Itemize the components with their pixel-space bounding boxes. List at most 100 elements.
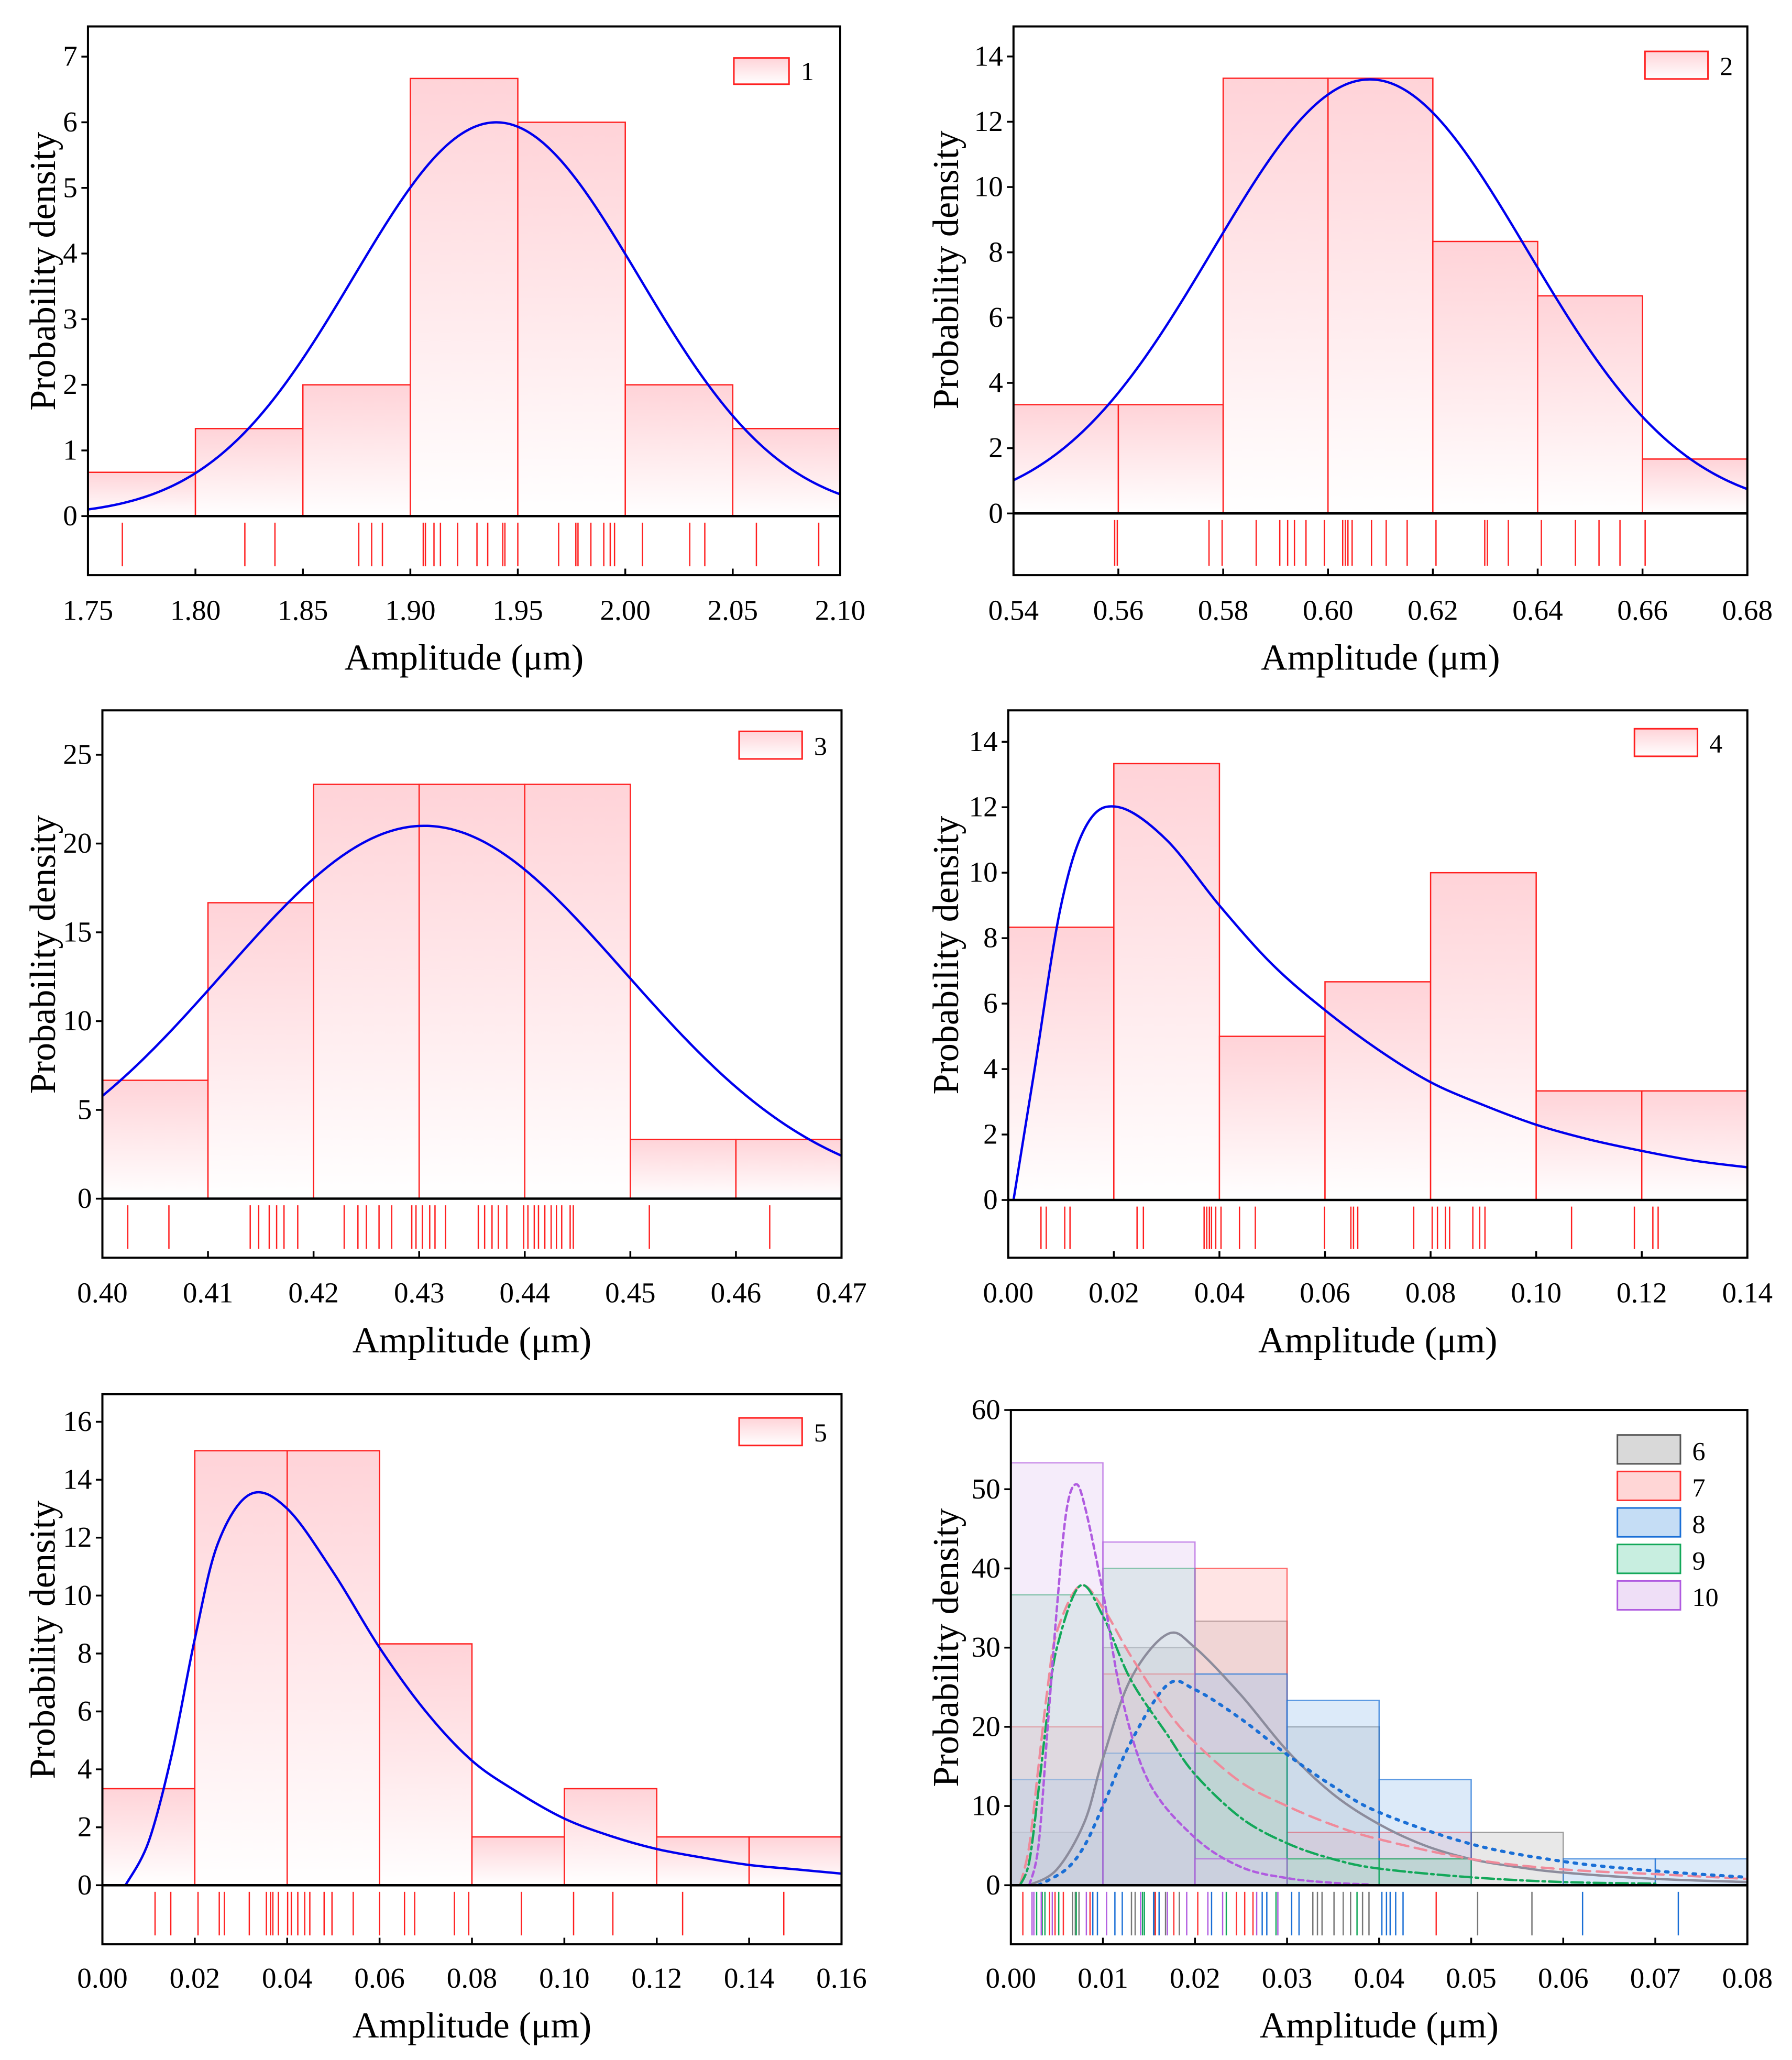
- legend-label: 7: [1692, 1473, 1706, 1502]
- plot-frame: [101, 709, 843, 1259]
- y-tick-label: 6: [78, 1695, 92, 1727]
- histogram-bar: [194, 428, 304, 516]
- histogram-bar: [379, 1643, 473, 1886]
- x-tick-label: 1.85: [278, 594, 328, 626]
- x-tick-label: 0.12: [1617, 1277, 1667, 1309]
- legend-label: 3: [814, 731, 827, 761]
- histogram-bar: [624, 384, 734, 516]
- plot-area: [1010, 1462, 1747, 1886]
- fit-curve-6: [1028, 1631, 1747, 1886]
- histogram-bar: [517, 122, 626, 516]
- y-tick-label: 30: [972, 1631, 1001, 1663]
- y-axis-label: Probability density: [23, 1501, 63, 1779]
- y-axis-label: Probability density: [926, 816, 966, 1095]
- legend-swatch: [1617, 1434, 1681, 1465]
- y-tick-label: 40: [972, 1552, 1001, 1584]
- histogram-bar: [748, 1836, 842, 1886]
- legend-label: 8: [1692, 1510, 1706, 1539]
- panel-6: 0 10 20 30 40 50 60 0.00 0.01 0.02 0.03 0.04 0.05 0.0…: [926, 1394, 1773, 2046]
- x-tick-label: 0.06: [354, 1962, 404, 1994]
- y-tick-label: 12: [969, 791, 998, 823]
- histogram-bar: [1641, 1090, 1747, 1200]
- x-tick-label: 0.08: [1405, 1277, 1456, 1309]
- y-tick-label: 2: [63, 368, 78, 400]
- x-tick-label: 0.47: [816, 1277, 866, 1309]
- fit-curve-4: [1012, 805, 1747, 1200]
- y-tick-label: 20: [972, 1710, 1001, 1742]
- fit-curve-7: [1019, 1584, 1747, 1886]
- legend-label: 4: [1709, 729, 1722, 758]
- x-tick-label: 0.07: [1630, 1962, 1680, 1994]
- y-tick-label: 4: [988, 367, 1003, 399]
- plot-frame: [1012, 25, 1749, 577]
- x-tick-label: 0.54: [988, 594, 1039, 626]
- x-tick-label: 0.62: [1408, 594, 1458, 626]
- x-axis-label: Amplitude (μm): [1258, 1320, 1498, 1361]
- x-tick-label: 0.01: [1078, 1962, 1128, 1994]
- x-tick-label: 0.16: [816, 1962, 866, 1994]
- histogram-bar: [418, 784, 526, 1199]
- x-tick-label: 0.64: [1512, 594, 1563, 626]
- x-tick-label: 0.12: [632, 1962, 682, 1994]
- y-tick-label: 14: [63, 1463, 92, 1495]
- legend-swatch: [733, 57, 790, 85]
- x-tick-label: 0.40: [77, 1277, 127, 1309]
- x-tick-label: 0.60: [1303, 594, 1353, 626]
- legend: 3: [738, 730, 827, 761]
- legend-label: 9: [1692, 1546, 1706, 1575]
- x-tick-label: 1.75: [63, 594, 113, 626]
- x-axis-label: Amplitude (μm): [345, 637, 584, 678]
- x-tick-label: 0.03: [1262, 1962, 1312, 1994]
- y-tick-label: 4: [983, 1053, 998, 1085]
- y-tick-label: 20: [63, 827, 92, 859]
- x-tick-label: 0.68: [1722, 594, 1773, 626]
- legend-swatch: [738, 730, 803, 760]
- histogram-bar: [302, 384, 411, 516]
- x-tick-label: 0.08: [1722, 1962, 1773, 1994]
- histogram-bar: [524, 784, 631, 1199]
- x-tick-label: 0.06: [1300, 1277, 1350, 1309]
- y-tick-label: 14: [974, 40, 1003, 72]
- legend-swatch: [1617, 1544, 1681, 1574]
- legend-swatch: [1617, 1470, 1681, 1501]
- x-axis-label: Amplitude (μm): [353, 2005, 592, 2046]
- fit-curve-2: [1013, 78, 1747, 491]
- x-tick-label: 0.05: [1446, 1962, 1496, 1994]
- x-tick-label: 0.02: [1089, 1277, 1139, 1309]
- legend-label: 10: [1692, 1582, 1719, 1612]
- fit-curve-3: [102, 824, 842, 1157]
- y-tick-label: 50: [972, 1473, 1001, 1505]
- histogram-bar: [102, 1788, 196, 1886]
- y-tick-label: 12: [63, 1521, 92, 1553]
- x-tick-label: 0.10: [1511, 1277, 1561, 1309]
- legend: 5: [738, 1417, 827, 1447]
- x-tick-label: 0.14: [1722, 1277, 1773, 1309]
- y-tick-label: 8: [988, 236, 1003, 268]
- histogram-bar: [471, 1836, 565, 1886]
- y-tick-label: 0: [78, 1182, 92, 1214]
- histogram-bar: [102, 1079, 209, 1199]
- y-tick-label: 14: [969, 725, 998, 757]
- legend: 4: [1633, 728, 1722, 758]
- plot-area: [1008, 763, 1747, 1200]
- x-tick-label: 0.66: [1617, 594, 1667, 626]
- x-tick-label: 2.00: [600, 594, 650, 626]
- x-tick-label: 0.58: [1198, 594, 1248, 626]
- y-tick-label: 8: [983, 922, 998, 954]
- y-tick-label: 6: [988, 301, 1003, 333]
- legend-swatch: [738, 1417, 803, 1447]
- histogram-bar: [1432, 240, 1538, 514]
- x-tick-label: 0.00: [983, 1277, 1034, 1309]
- panel-3: 0 5 10 15 20 25 0.40 0.41 0.42 0.43 0.44 0.45 0.46 0.…: [23, 709, 867, 1361]
- histogram-bar: [194, 1450, 288, 1886]
- y-tick-label: 0: [986, 1869, 1001, 1901]
- x-tick-label: 0.08: [447, 1962, 497, 1994]
- legend: 1: [733, 57, 814, 86]
- histogram-bar: [1222, 78, 1329, 514]
- x-tick-label: 0.00: [77, 1962, 127, 1994]
- y-tick-label: 2: [78, 1811, 92, 1843]
- plot-area: [1013, 78, 1747, 514]
- histogram-bar: [1102, 1541, 1196, 1886]
- x-tick-label: 1.90: [385, 594, 435, 626]
- histogram-bar: [1008, 927, 1115, 1200]
